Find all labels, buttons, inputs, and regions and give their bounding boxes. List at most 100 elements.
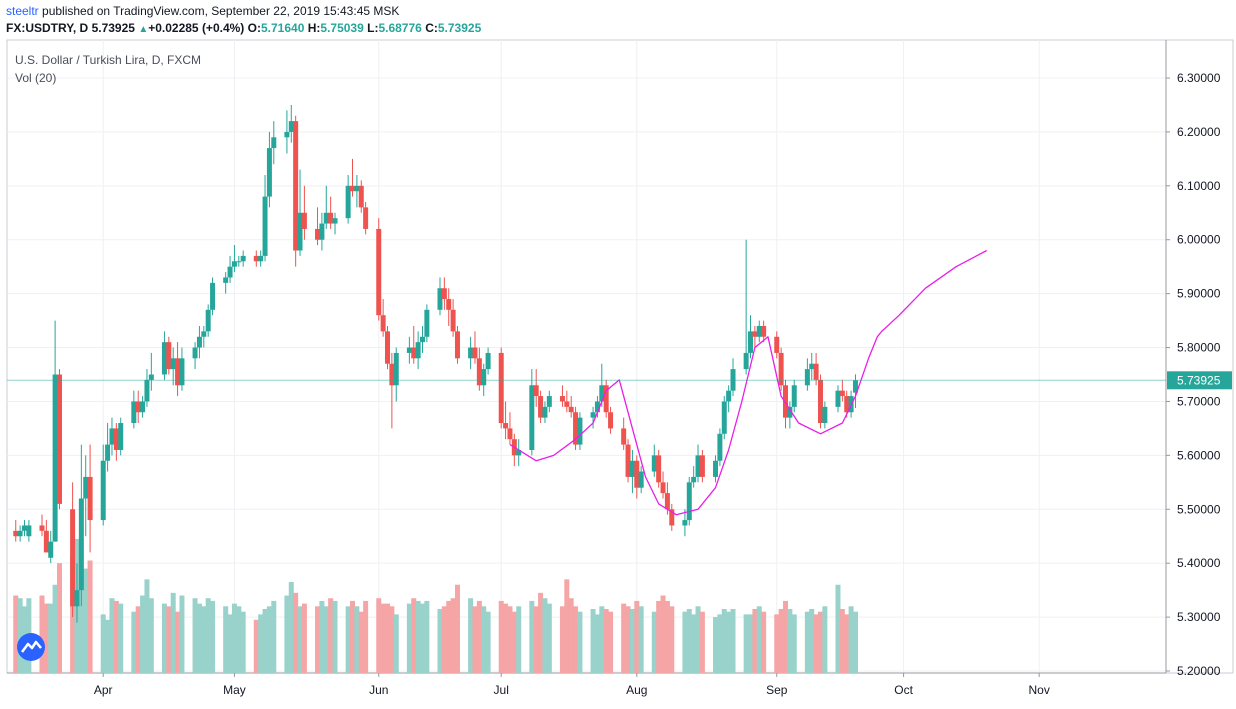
candle-body — [822, 406, 828, 424]
candle — [56, 369, 62, 510]
candle — [380, 299, 386, 337]
volume-bar — [441, 606, 447, 673]
volume-bar — [498, 600, 504, 673]
volume-bar — [332, 600, 338, 673]
candle — [332, 212, 338, 235]
candle — [634, 455, 640, 499]
y-tick-label: 6.10000 — [1177, 179, 1221, 193]
volume-bar — [350, 600, 356, 673]
candle — [175, 342, 181, 397]
candle — [135, 390, 141, 424]
volume-bar — [363, 600, 369, 673]
volume-bar — [507, 606, 513, 673]
volume-bar — [113, 600, 119, 673]
candle — [70, 482, 76, 618]
candle — [761, 320, 767, 343]
volume-bar — [782, 600, 788, 673]
candle — [608, 406, 614, 434]
candle — [577, 412, 583, 450]
candle-body — [577, 417, 583, 445]
volume-bar — [625, 606, 631, 673]
volume-bar — [634, 600, 640, 673]
candle — [48, 530, 54, 564]
volume-bar — [691, 614, 697, 673]
candle-body — [131, 401, 137, 424]
volume-bar — [258, 614, 264, 673]
x-tick-label: Nov — [1028, 683, 1049, 697]
candle — [236, 255, 242, 267]
candle — [415, 331, 421, 370]
candle — [599, 363, 605, 407]
candle — [406, 336, 412, 364]
x-tick-label: Jul — [494, 683, 509, 697]
low-label: L: — [367, 21, 379, 35]
volume-bar — [476, 600, 482, 673]
candle-body — [266, 148, 272, 197]
volume-bar — [166, 606, 172, 673]
candle — [590, 406, 596, 429]
candle — [573, 406, 579, 450]
candle — [621, 417, 627, 450]
y-tick-label: 5.90000 — [1177, 287, 1221, 301]
candle-body — [148, 374, 154, 380]
volume-bar — [109, 598, 115, 673]
x-tick-label: Apr — [94, 683, 113, 697]
volume-bar — [813, 614, 819, 673]
volume-bar — [253, 619, 259, 673]
high-value: 5.75039 — [320, 21, 364, 35]
candle — [774, 331, 780, 359]
candle-body — [13, 530, 19, 537]
chart-border — [6, 39, 1234, 674]
candle — [717, 428, 723, 467]
y-tick-label: 5.20000 — [1177, 664, 1221, 678]
projection-curve — [509, 249, 988, 516]
volume-bar — [695, 606, 701, 673]
candle — [699, 449, 705, 483]
candle-body — [752, 331, 758, 337]
candle — [743, 239, 749, 375]
volume-series — [13, 538, 858, 673]
candle-body — [253, 255, 259, 262]
candle — [350, 158, 356, 197]
volume-bar — [100, 614, 106, 673]
candle — [315, 207, 321, 246]
candle — [726, 385, 732, 413]
volume-bar — [236, 606, 242, 673]
candle-body — [468, 347, 474, 359]
candle-body — [507, 428, 513, 440]
candle — [568, 396, 574, 418]
y-tick-label: 5.30000 — [1177, 610, 1221, 624]
volume-bar — [446, 600, 452, 673]
volume-bar — [43, 603, 49, 673]
author-link[interactable]: steeltr — [6, 4, 39, 18]
candle — [17, 525, 23, 542]
candle-body — [454, 331, 460, 359]
x-tick-label: Jun — [369, 683, 388, 697]
candle — [393, 347, 399, 402]
volume-bar — [721, 609, 727, 673]
candle — [105, 423, 111, 472]
volume-bar — [651, 611, 657, 673]
candle-body — [78, 498, 84, 591]
candle — [564, 390, 570, 413]
candle — [638, 466, 644, 494]
candle-body — [210, 282, 216, 310]
published-line: steeltr published on TradingView.com, Se… — [6, 4, 399, 18]
tradingview-logo-icon[interactable] — [16, 632, 46, 662]
volume-bar — [301, 603, 307, 673]
candle — [691, 466, 697, 488]
candle-body — [376, 228, 382, 316]
candle — [109, 417, 115, 456]
candle — [446, 288, 452, 326]
volume-bar — [822, 606, 828, 673]
volume-bar — [778, 609, 784, 673]
candle-body — [350, 185, 356, 192]
candle-body — [699, 455, 705, 477]
candle-body — [74, 590, 80, 607]
candle — [778, 347, 784, 391]
candle-body — [411, 347, 417, 359]
volume-bar — [713, 617, 719, 673]
volume-bar — [354, 606, 360, 673]
candle — [192, 342, 198, 370]
